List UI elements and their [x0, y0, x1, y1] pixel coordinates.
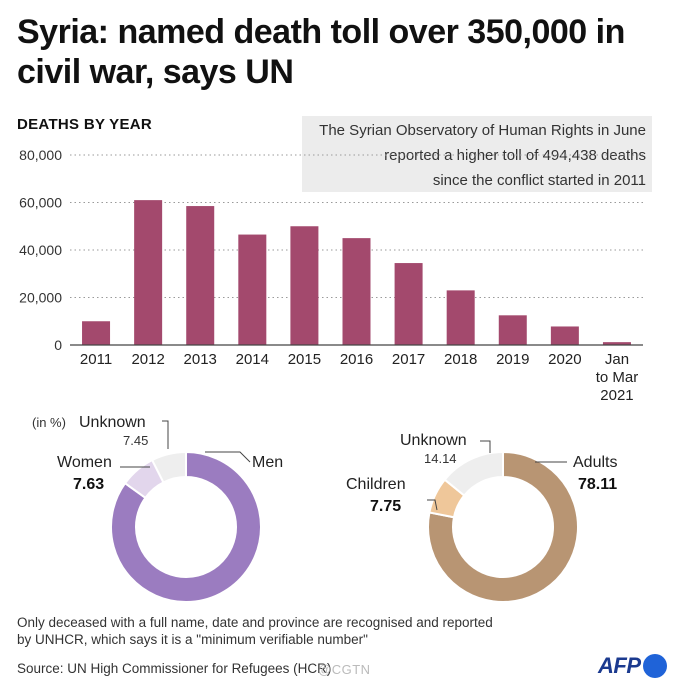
slice-value: 7.45 [123, 433, 148, 448]
slice-value: 7.75 [370, 498, 401, 515]
bar [238, 234, 267, 345]
afp-logo-text: AFP [598, 653, 641, 678]
donut-slice [427, 450, 579, 603]
x-tick-label: 2019 [496, 351, 529, 368]
gender-donut-chart: (in %) Men Women 7.63 Unknown 7.45 [32, 414, 283, 603]
footnote-line: Only deceased with a full name, date and… [17, 615, 493, 630]
x-tick-label: 2016 [340, 351, 373, 368]
bar [186, 206, 215, 345]
watermark: @CGTN [318, 662, 371, 677]
x-tick-label: 2020 [548, 351, 581, 368]
note-box: The Syrian Observatory of Human Rights i… [302, 116, 652, 192]
unit-label: (in %) [32, 415, 66, 430]
footnote-line: by UNHCR, which says it is a "minimum ve… [17, 632, 368, 647]
x-tick-label: 2012 [131, 351, 164, 368]
donut-slice [150, 450, 187, 484]
bar [446, 290, 475, 345]
bar [290, 226, 319, 345]
y-tick-label: 40,000 [19, 242, 62, 258]
slice-value: 7.63 [73, 476, 104, 493]
slice-label: Adults [573, 454, 617, 471]
slice-label: Children [346, 476, 406, 493]
x-tick-label: 2017 [392, 351, 425, 368]
slice-label: Unknown [400, 432, 467, 449]
leader-line [205, 451, 251, 463]
x-tick-label: 2021 [600, 387, 633, 404]
bar [82, 321, 111, 345]
leader-line [162, 420, 169, 449]
y-tick-label: 0 [54, 337, 62, 353]
slice-label: Unknown [79, 414, 146, 431]
note-line: since the conflict started in 2011 [432, 172, 646, 189]
bar [550, 326, 579, 345]
donut-slice [443, 450, 504, 497]
x-tick-label: 2015 [288, 351, 321, 368]
bar-chart: 0 20,000 40,000 60,000 80,000 2011 2012 2013 201… [19, 147, 643, 404]
age-donut-chart: Adults 78.11 Children 7.75 Unknown 14.14 [346, 432, 617, 603]
chart-title: Syria: named death toll over 350,000 in … [17, 13, 625, 91]
slice-label: Women [57, 454, 112, 471]
afp-logo: AFP [598, 652, 667, 680]
slice-label: Men [252, 454, 283, 471]
x-tick-label: to Mar [596, 369, 639, 386]
x-tick-label: 2018 [444, 351, 477, 368]
note-line: The Syrian Observatory of Human Rights i… [319, 122, 646, 139]
section-label: DEATHS BY YEAR [17, 116, 153, 133]
y-tick-label: 60,000 [19, 195, 62, 211]
bar [602, 342, 631, 345]
x-tick-label: 2013 [184, 351, 217, 368]
bar [498, 315, 527, 345]
bar [134, 200, 163, 345]
slice-value: 78.11 [578, 476, 617, 493]
leader-line [427, 499, 438, 511]
x-tick-label: Jan [605, 351, 629, 368]
leader-line [480, 440, 491, 453]
donut-slice [110, 450, 262, 603]
source-text: Source: UN High Commissioner for Refugee… [17, 661, 332, 676]
y-tick-label: 20,000 [19, 290, 62, 306]
x-tick-label: 2014 [236, 351, 269, 368]
afp-logo-dot [642, 654, 667, 678]
slice-value: 14.14 [424, 451, 457, 466]
footnote: Only deceased with a full name, date and… [17, 614, 557, 648]
y-tick-label: 80,000 [19, 147, 62, 163]
note-line: reported a higher toll of 494,438 deaths [384, 147, 646, 164]
bar [394, 263, 423, 345]
bar [342, 238, 371, 345]
x-tick-label: 2011 [80, 351, 112, 368]
